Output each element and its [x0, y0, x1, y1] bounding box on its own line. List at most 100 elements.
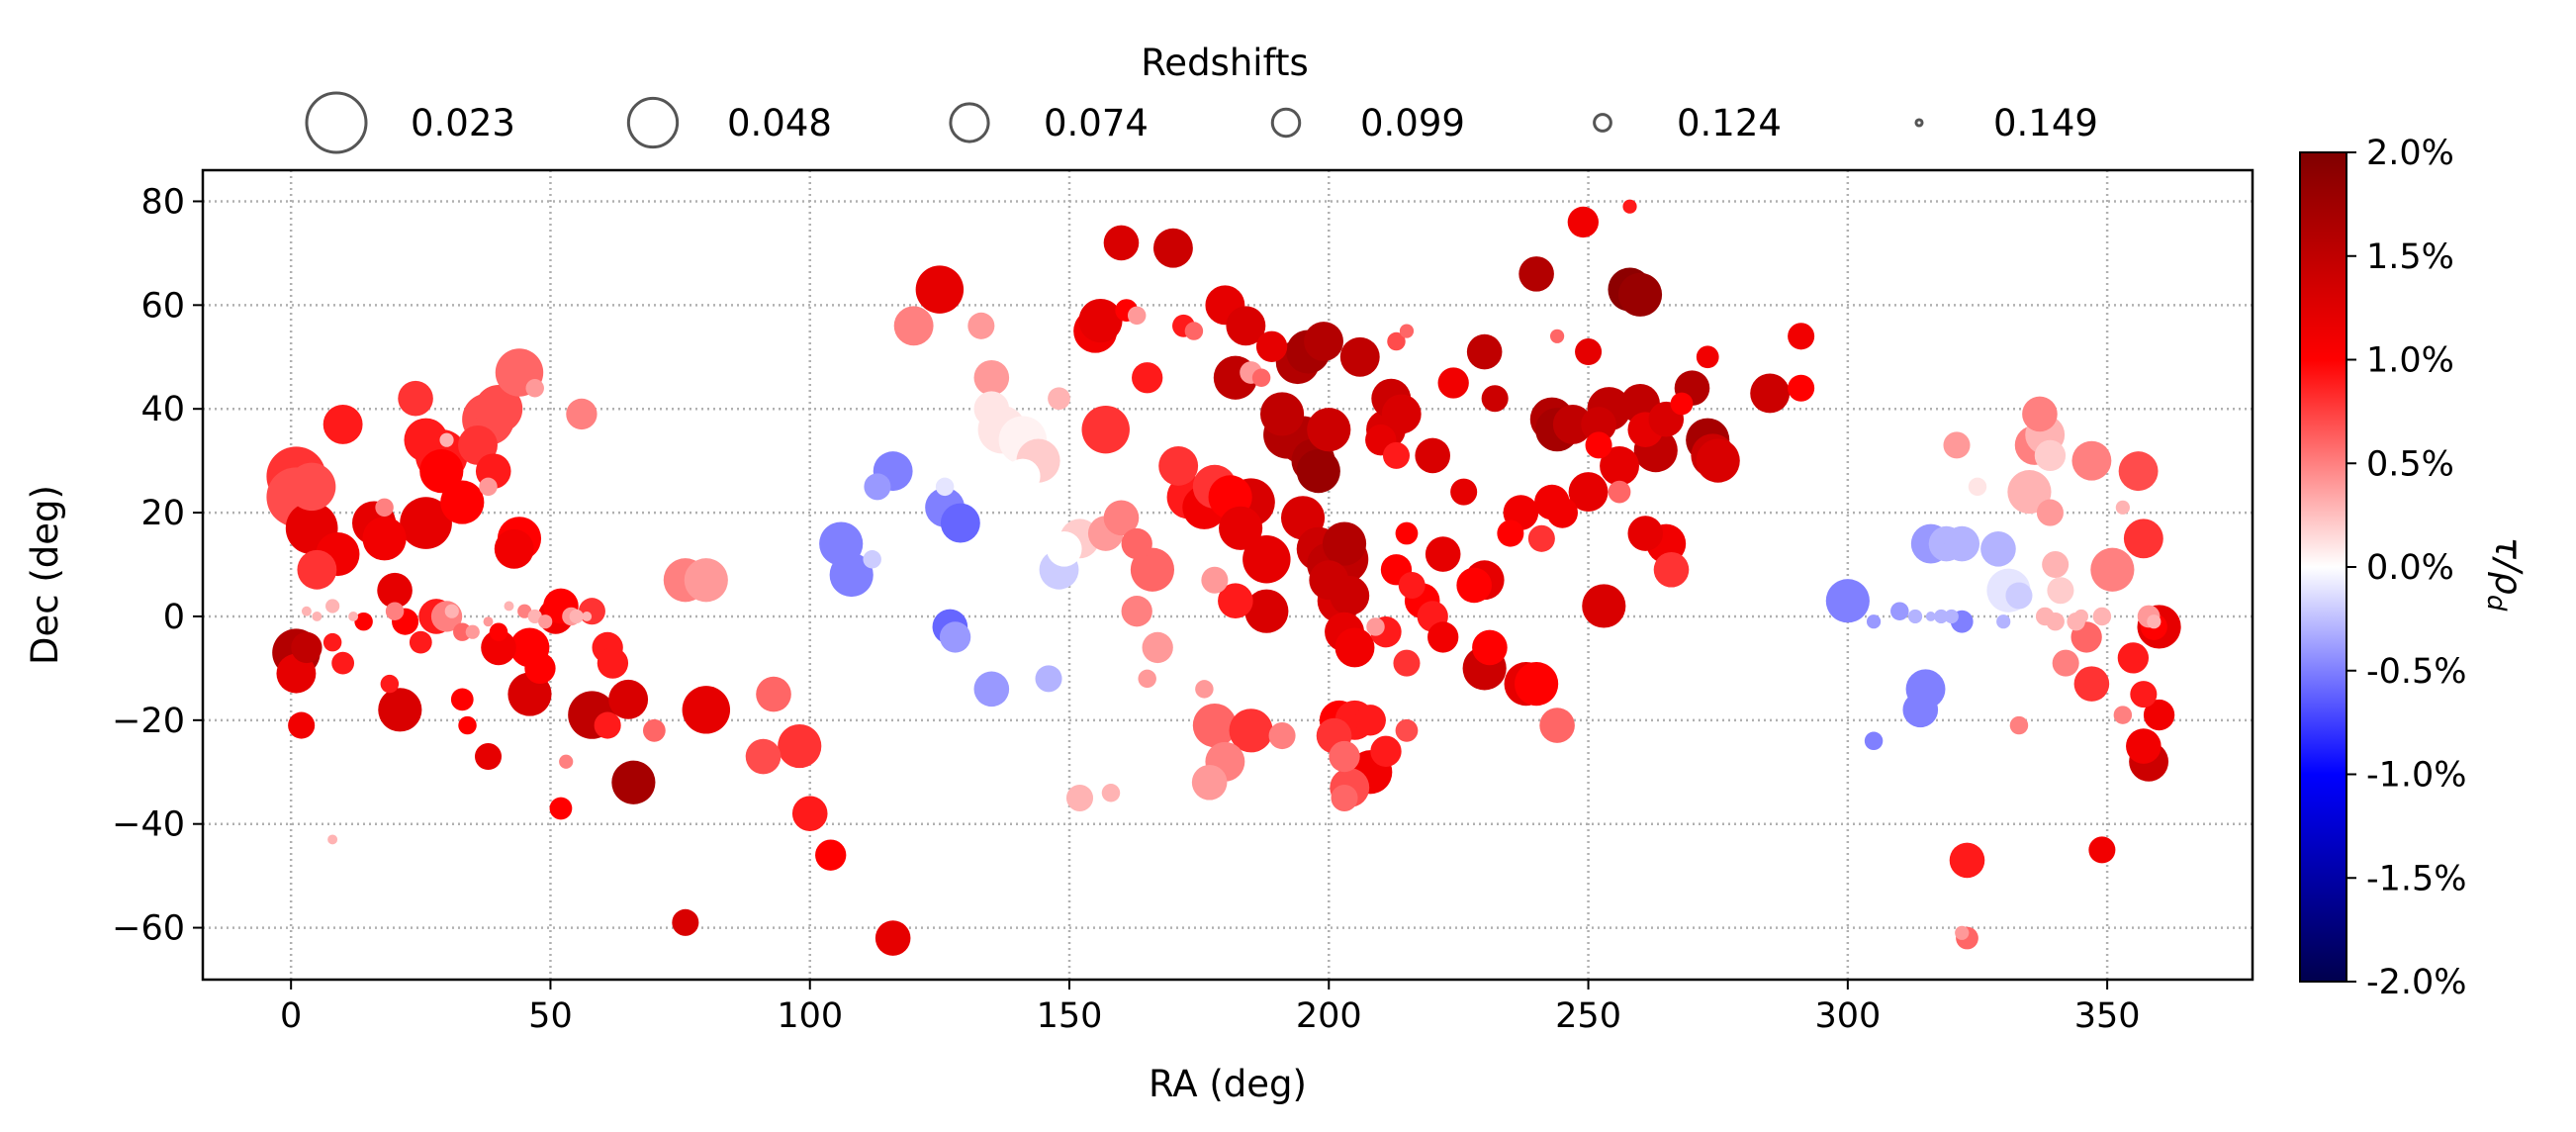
- data-point: [2123, 519, 2163, 559]
- x-tick-label: 350: [2074, 996, 2141, 1036]
- x-tick-label: 300: [1814, 996, 1881, 1036]
- x-axis-ticks: 0 50 100 150 200 250 300 350: [280, 980, 2141, 1036]
- data-point: [1004, 458, 1041, 495]
- data-point: [2022, 396, 2058, 432]
- data-point: [1354, 705, 1386, 736]
- data-point: [940, 503, 980, 543]
- data-point: [2130, 681, 2158, 708]
- size-legend-marker: [1593, 113, 1612, 133]
- data-point: [745, 738, 782, 775]
- data-point: [444, 604, 459, 618]
- data-point: [1546, 497, 1579, 528]
- colorbar-tick-label: -0.5%: [2366, 652, 2467, 692]
- data-point: [1955, 925, 1970, 940]
- data-point: [1399, 324, 1415, 338]
- data-point: [474, 743, 503, 771]
- data-point: [829, 552, 874, 598]
- data-point: [1152, 228, 1193, 268]
- data-point: [1575, 338, 1603, 366]
- data-point: [1103, 500, 1140, 536]
- data-point: [1307, 408, 1351, 452]
- data-point: [1415, 437, 1451, 474]
- data-point: [2036, 499, 2064, 526]
- data-point: [967, 312, 995, 339]
- data-point: [1934, 609, 1949, 624]
- size-legend-marker: [626, 96, 680, 149]
- data-point: [2088, 836, 2116, 864]
- y-tick-label: 60: [140, 286, 185, 326]
- data-point: [1552, 404, 1593, 444]
- data-point: [2113, 706, 2133, 724]
- size-legend-label: 0.023: [411, 102, 515, 144]
- data-point: [935, 477, 955, 497]
- size-legend-marker: [1270, 107, 1302, 139]
- data-point: [1944, 609, 1959, 624]
- data-point: [642, 718, 666, 742]
- data-point: [1229, 708, 1273, 753]
- data-point: [1370, 735, 1402, 767]
- data-point: [1398, 571, 1426, 600]
- data-point: [400, 497, 452, 549]
- data-point: [1268, 722, 1296, 750]
- data-point: [1456, 567, 1492, 604]
- data-point: [1600, 445, 1639, 486]
- size-legend-title: Redshifts: [1141, 42, 1308, 84]
- data-point: [684, 558, 728, 603]
- data-point: [1255, 330, 1288, 362]
- data-point: [1048, 387, 1070, 411]
- data-point: [2046, 612, 2065, 631]
- colorbar-tick-label: 0.0%: [2366, 548, 2454, 588]
- data-point: [327, 834, 338, 845]
- data-point: [2071, 440, 2112, 481]
- data-point: [1322, 521, 1367, 566]
- data-point: [301, 606, 312, 616]
- colorbar-tick-label: 1.0%: [2366, 341, 2454, 381]
- data-points: [266, 199, 2181, 956]
- data-point: [1864, 731, 1884, 751]
- data-point: [2034, 439, 2067, 472]
- data-point: [312, 611, 322, 621]
- data-point: [489, 622, 508, 641]
- y-tick-label: −20: [112, 702, 185, 741]
- data-point: [2005, 582, 2033, 610]
- data-point: [1103, 225, 1140, 261]
- data-point: [1539, 708, 1575, 743]
- data-point: [2009, 715, 2029, 735]
- colorbar-tick-label: -2.0%: [2366, 963, 2467, 1002]
- data-point: [1925, 611, 1936, 621]
- data-point: [582, 611, 593, 621]
- y-axis-label: Dec (deg): [24, 485, 66, 665]
- data-point: [287, 462, 336, 512]
- y-tick-label: 0: [163, 598, 185, 637]
- size-legend-label: 0.124: [1677, 102, 1782, 144]
- colorbar-ticks: 2.0% 1.5% 1.0% 0.5% 0.0% -0.5% -1.0% -1.5% -2.0%: [2346, 134, 2467, 1002]
- data-point: [1191, 764, 1228, 801]
- data-point: [450, 688, 474, 711]
- data-point: [1980, 530, 2016, 567]
- data-point: [682, 686, 731, 734]
- data-point: [1035, 665, 1062, 693]
- data-point: [1334, 627, 1375, 668]
- data-point: [1304, 322, 1343, 361]
- size-legend: Redshifts 0.023 0.048 0.074 0.099 0.124 0.149: [305, 42, 2098, 154]
- x-axis-label: RA (deg): [1149, 1063, 1307, 1105]
- data-point: [1696, 345, 1719, 369]
- data-point: [1788, 323, 1815, 350]
- data-point: [566, 398, 598, 430]
- size-legend-label: 0.149: [1993, 102, 2098, 144]
- data-point: [1943, 431, 1971, 459]
- data-point: [608, 679, 649, 719]
- data-point: [1142, 631, 1173, 664]
- data-point: [1996, 614, 2011, 629]
- data-point: [1395, 718, 1419, 742]
- data-point: [1617, 272, 1663, 317]
- data-point: [1244, 589, 1289, 633]
- data-point: [1242, 535, 1291, 584]
- data-point: [1201, 566, 1229, 594]
- data-point: [2052, 649, 2079, 677]
- data-point: [1065, 784, 1094, 811]
- data-point: [1387, 331, 1406, 351]
- data-point: [672, 908, 699, 936]
- y-tick-label: 80: [140, 182, 185, 222]
- data-point: [2073, 609, 2088, 624]
